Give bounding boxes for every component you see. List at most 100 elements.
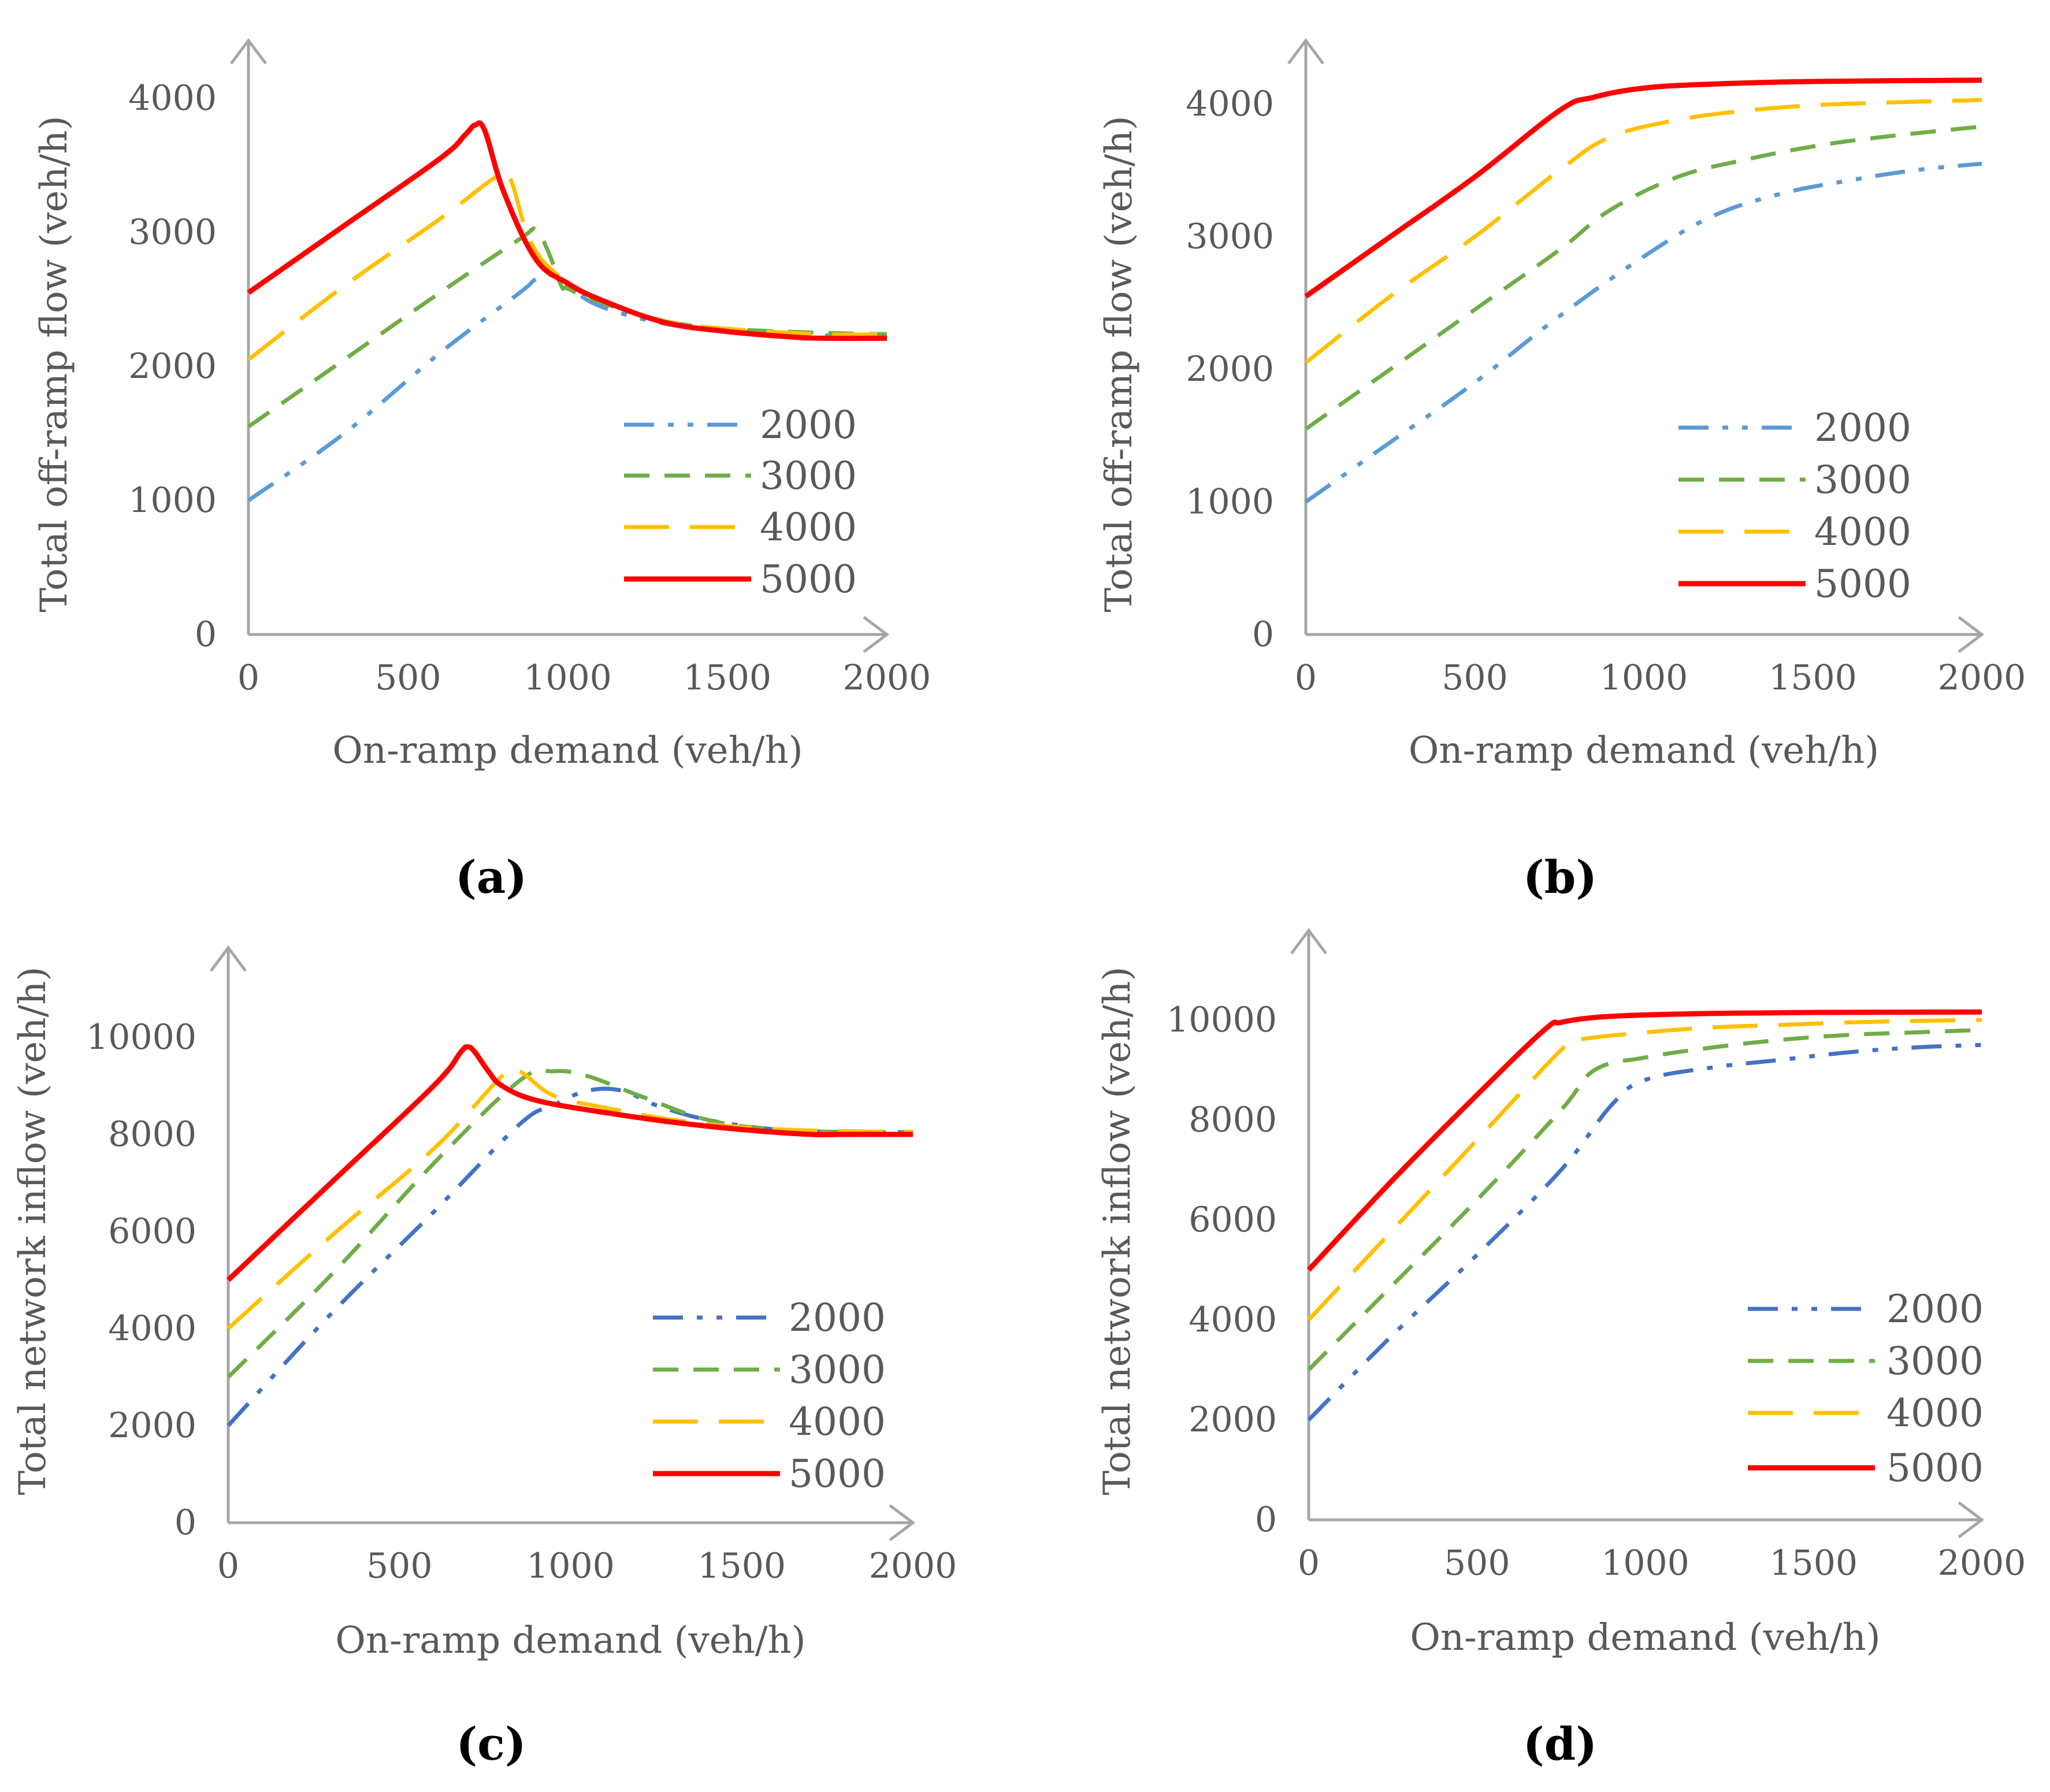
y-tick-label: 6000: [1189, 1200, 1277, 1240]
x-tick-label: 1500: [1769, 658, 1857, 698]
legend-label-3000: 3000: [789, 1348, 886, 1392]
legend: 2000 3000 4000 5000: [1748, 1287, 1984, 1490]
x-tick-label: 1500: [697, 1546, 786, 1586]
series-line-4000: [247, 168, 887, 362]
x-tick-label: 1000: [523, 658, 612, 698]
legend: 2000 3000 4000 5000: [653, 1296, 886, 1496]
x-tick-label: 0: [1298, 1543, 1320, 1583]
y-tick-label: 3000: [1186, 217, 1274, 257]
panel-label: (b): [1523, 851, 1597, 904]
legend-label-2000: 2000: [1814, 406, 1911, 450]
y-tick-label: 4000: [108, 1308, 196, 1349]
panel-label: (a): [455, 851, 527, 904]
y-tick-label: 4000: [1186, 84, 1274, 124]
series-line-2000: [1304, 161, 1982, 504]
series-line-4000: [226, 1065, 913, 1330]
y-axis-arrow: [210, 945, 247, 972]
chart-panel-d: 0 2000 4000 6000 8000 10000 0 500 1000 1500 2000 On…: [1096, 927, 2026, 1771]
x-tick-label: 1000: [526, 1546, 615, 1586]
y-tick-label: 10000: [1167, 1000, 1277, 1040]
x-tick-label: 500: [366, 1546, 433, 1586]
x-axis-label: On-ramp demand (veh/h): [1410, 1616, 1880, 1659]
legend: 2000 3000 4000 5000: [624, 403, 857, 602]
x-tick-label: 2000: [869, 1546, 957, 1586]
y-tick-label: 0: [174, 1502, 196, 1543]
legend-label-2000: 2000: [1886, 1287, 1984, 1331]
y-axis-label: Total network inflow (veh/h): [12, 967, 54, 1496]
x-tick-label: 0: [1295, 658, 1317, 698]
x-tick-label: 1000: [1601, 1543, 1689, 1583]
x-axis-arrow: [1958, 616, 1985, 653]
y-axis-label: Total network inflow (veh/h): [1096, 967, 1139, 1496]
series-line-4000: [1307, 1018, 1982, 1322]
y-tick-label: 6000: [108, 1211, 196, 1252]
series-line-3000: [247, 226, 887, 429]
x-tick-label: 1500: [683, 658, 771, 698]
x-tick-label: 0: [217, 1546, 239, 1586]
y-tick-label: 3000: [128, 212, 217, 253]
y-tick-label: 4000: [1189, 1300, 1277, 1340]
x-tick-label: 500: [1444, 1543, 1510, 1583]
series-line-3000: [1304, 124, 1982, 431]
x-axis-arrow: [863, 616, 890, 653]
x-axis-arrow: [889, 1504, 916, 1541]
series-line-5000: [226, 1044, 913, 1282]
y-axis-label: Total off-ramp flow (veh/h): [1098, 116, 1141, 612]
x-tick-label: 2000: [1938, 1543, 2026, 1583]
y-tick-label: 8000: [108, 1114, 196, 1155]
x-tick-label: 2000: [1938, 658, 2026, 698]
legend-label-3000: 3000: [1814, 458, 1911, 502]
x-tick-label: 2000: [843, 658, 931, 698]
y-axis-arrow: [230, 38, 267, 65]
legend-label-5000: 5000: [789, 1452, 886, 1496]
x-tick-label: 500: [1442, 658, 1508, 698]
series-line-2000: [1307, 1042, 1982, 1422]
x-tick-label: 1000: [1600, 658, 1688, 698]
series-line-5000: [1306, 1009, 1982, 1272]
legend-label-5000: 5000: [760, 557, 857, 602]
x-axis-label: On-ramp demand (veh/h): [332, 729, 803, 772]
legend: 2000 3000 4000 5000: [1678, 406, 1911, 606]
legend-label-2000: 2000: [789, 1296, 886, 1340]
x-tick-label: 1500: [1769, 1543, 1858, 1583]
series-line-4000: [1304, 98, 1982, 365]
legend-label-3000: 3000: [760, 454, 857, 498]
chart-panel-c: 0 2000 4000 6000 8000 10000 0 500 1000 1500 2000 On…: [12, 945, 957, 1771]
series-line-5000: [247, 120, 887, 341]
y-tick-label: 1000: [1186, 482, 1274, 522]
y-tick-label: 2000: [1186, 349, 1274, 389]
x-axis-arrow: [1958, 1501, 1985, 1538]
series-line-3000: [1307, 1027, 1982, 1371]
chart-panel-b: 0 1000 2000 3000 4000 0 500 1000 1500 2000 On-ramp…: [1098, 38, 2026, 904]
y-axis-label: Total off-ramp flow (veh/h): [33, 116, 76, 612]
y-tick-label: 8000: [1189, 1100, 1277, 1140]
x-axis-label: On-ramp demand (veh/h): [1409, 729, 1879, 772]
x-axis-label: On-ramp demand (veh/h): [335, 1619, 805, 1662]
legend-label-4000: 4000: [1814, 510, 1911, 554]
x-tick-label: 500: [375, 658, 441, 698]
y-tick-label: 2000: [1189, 1400, 1277, 1440]
panel-label: (d): [1523, 1718, 1597, 1771]
y-tick-label: 4000: [128, 78, 217, 118]
panel-label: (c): [456, 1718, 526, 1771]
y-tick-label: 2000: [108, 1405, 196, 1446]
series-line-5000: [1304, 77, 1982, 299]
legend-label-5000: 5000: [1886, 1446, 1984, 1490]
legend-label-4000: 4000: [1886, 1391, 1984, 1435]
x-tick-label: 0: [237, 658, 259, 698]
legend-label-4000: 4000: [760, 505, 857, 550]
y-tick-label: 1000: [128, 480, 217, 521]
y-axis-arrow: [1290, 927, 1327, 955]
legend-label-3000: 3000: [1886, 1339, 1984, 1383]
legend-label-2000: 2000: [760, 403, 857, 447]
y-tick-label: 2000: [128, 346, 217, 387]
chart-panel-a: 0 1000 2000 3000 4000 0 500 1000 1500 2000 On-ramp…: [33, 38, 931, 904]
y-tick-label: 0: [195, 614, 217, 655]
y-tick-label: 0: [1252, 614, 1274, 655]
y-tick-label: 10000: [86, 1017, 196, 1058]
legend-label-5000: 5000: [1814, 562, 1911, 606]
y-axis-arrow: [1287, 38, 1324, 65]
legend-label-4000: 4000: [789, 1400, 886, 1444]
y-tick-label: 0: [1255, 1500, 1277, 1540]
